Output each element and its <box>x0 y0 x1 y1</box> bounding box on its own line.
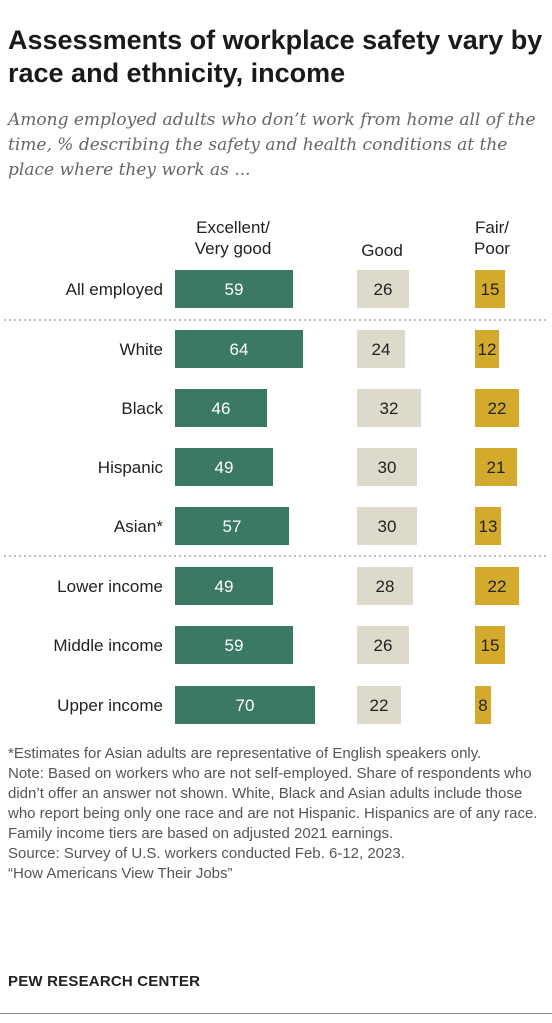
column-header-good: Good <box>350 240 414 261</box>
column-header-good-label: Good <box>361 241 403 260</box>
bar-good-middle-income <box>357 626 409 664</box>
category-label-upper-income: Upper income <box>57 696 163 715</box>
column-header-excellent-line2: Very good <box>194 239 272 258</box>
category-label-lower-income: Lower income <box>57 577 163 596</box>
column-header-fair: Fair/ Poor <box>462 217 522 259</box>
bar-good-hispanic <box>357 448 417 486</box>
value-label-good-asian: 30 <box>378 517 397 536</box>
category-label-middle-income: Middle income <box>53 636 163 655</box>
category-label-hispanic: Hispanic <box>98 458 164 477</box>
bar-excellent-very-good-lower-income <box>175 567 273 605</box>
value-label-excellent-very-good-middle-income: 59 <box>225 636 244 655</box>
bar-fair-poor-upper-income <box>475 686 491 724</box>
value-label-good-upper-income: 22 <box>370 696 389 715</box>
brand-logo-text: PEW RESEARCH CENTER <box>8 973 201 990</box>
column-header-fair-line1: Fair/ <box>475 218 509 237</box>
value-label-fair-poor-asian: 13 <box>479 517 498 536</box>
chart-subtitle: Among employed adults who don’t work fro… <box>8 110 536 180</box>
bar-fair-poor-all-employed <box>475 270 505 308</box>
bar-excellent-very-good-black <box>175 389 267 427</box>
bar-excellent-very-good-middle-income <box>175 626 293 664</box>
value-label-good-middle-income: 26 <box>374 636 393 655</box>
bar-good-all-employed <box>357 270 409 308</box>
bar-excellent-very-good-hispanic <box>175 448 273 486</box>
category-label-white: White <box>120 340 163 359</box>
bar-fair-poor-lower-income <box>475 567 519 605</box>
value-label-excellent-very-good-hispanic: 49 <box>215 458 234 477</box>
bar-excellent-very-good-white <box>175 330 303 368</box>
bar-excellent-very-good-asian <box>175 507 289 545</box>
footnote-source: Source: Survey of U.S. workers conducted… <box>8 845 405 862</box>
bar-good-upper-income <box>357 686 401 724</box>
value-label-good-lower-income: 28 <box>376 577 395 596</box>
footnote-note: Note: Based on workers who are not self-… <box>8 765 538 842</box>
value-label-fair-poor-lower-income: 22 <box>488 577 507 596</box>
value-label-fair-poor-middle-income: 15 <box>481 636 500 655</box>
bar-good-black <box>357 389 421 427</box>
bar-chart: All employed 59 26 15 White 64 24 12 Black 46 32 22… <box>4 270 548 724</box>
value-label-excellent-very-good-all-employed: 59 <box>225 280 244 299</box>
column-header-excellent-line1: Excellent/ <box>196 218 270 237</box>
value-label-excellent-very-good-asian: 57 <box>223 517 242 536</box>
category-label-asian: Asian* <box>114 517 164 536</box>
bar-excellent-very-good-upper-income <box>175 686 315 724</box>
footnote-report: “How Americans View Their Jobs” <box>8 865 233 882</box>
value-label-excellent-very-good-black: 46 <box>212 399 231 418</box>
value-label-good-hispanic: 30 <box>378 458 397 477</box>
bar-fair-poor-hispanic <box>475 448 517 486</box>
footnotes: *Estimates for Asian adults are represen… <box>8 744 548 884</box>
bar-good-white <box>357 330 405 368</box>
value-label-fair-poor-upper-income: 8 <box>478 696 487 715</box>
value-label-excellent-very-good-white: 64 <box>230 340 249 359</box>
bar-fair-poor-white <box>475 330 499 368</box>
footnote-asian: *Estimates for Asian adults are represen… <box>8 745 482 762</box>
column-header-fair-line2: Poor <box>474 239 510 258</box>
bar-good-asian <box>357 507 417 545</box>
bottom-rule <box>0 1013 552 1014</box>
column-header-excellent: Excellent/ Very good <box>170 217 296 259</box>
value-label-excellent-very-good-upper-income: 70 <box>236 696 255 715</box>
value-label-fair-poor-white: 12 <box>478 340 497 359</box>
value-label-good-white: 24 <box>372 340 391 359</box>
bar-fair-poor-asian <box>475 507 501 545</box>
chart-title: Assessments of workplace safety vary by … <box>8 25 543 88</box>
category-label-all-employed: All employed <box>66 280 163 299</box>
value-label-good-all-employed: 26 <box>374 280 393 299</box>
category-label-black: Black <box>121 399 163 418</box>
bar-fair-poor-black <box>475 389 519 427</box>
bar-good-lower-income <box>357 567 413 605</box>
value-label-good-black: 32 <box>380 399 399 418</box>
value-label-fair-poor-all-employed: 15 <box>481 280 500 299</box>
value-label-excellent-very-good-lower-income: 49 <box>215 577 234 596</box>
bar-excellent-very-good-all-employed <box>175 270 293 308</box>
value-label-fair-poor-hispanic: 21 <box>487 458 506 477</box>
value-label-fair-poor-black: 22 <box>488 399 507 418</box>
bar-fair-poor-middle-income <box>475 626 505 664</box>
